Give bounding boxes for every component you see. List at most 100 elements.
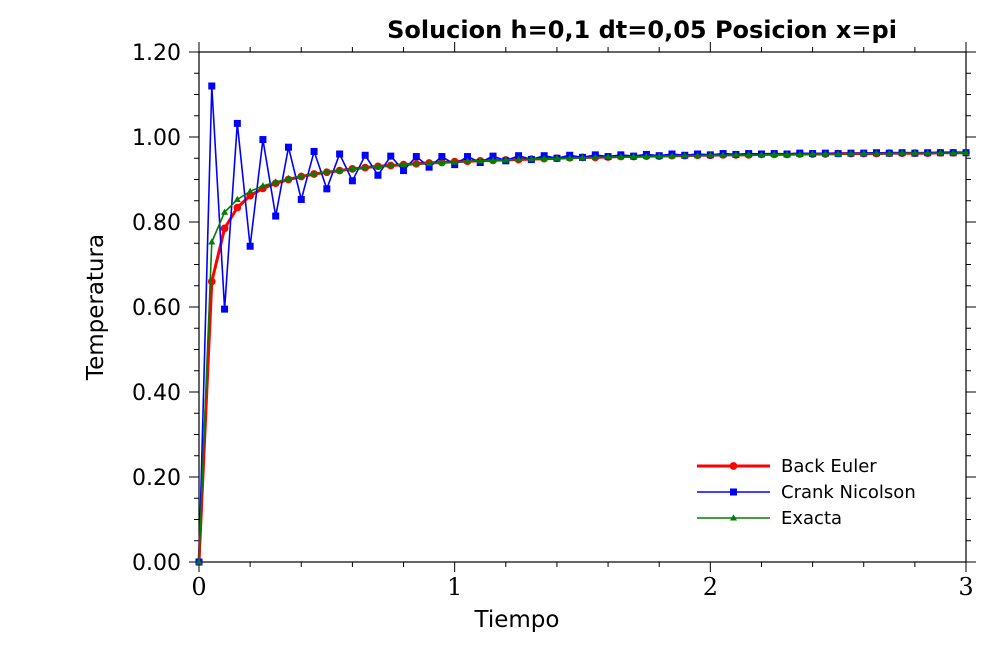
data-point: [387, 161, 395, 168]
data-point: [451, 161, 459, 169]
data-point: [221, 305, 229, 313]
data-point: [272, 212, 280, 220]
x-tick-label: 2: [703, 573, 718, 601]
data-point: [745, 151, 753, 158]
data-point: [387, 152, 395, 160]
data-point: [730, 514, 737, 521]
data-point: [323, 168, 331, 175]
data-point: [348, 177, 356, 185]
data-point: [962, 148, 970, 156]
data-point: [246, 242, 254, 250]
data-point: [642, 152, 650, 160]
data-point: [284, 143, 292, 151]
legend-item: Back Euler: [697, 456, 877, 477]
data-point: [221, 208, 229, 215]
data-point: [796, 150, 804, 157]
data-point: [336, 150, 344, 158]
data-point: [579, 154, 586, 161]
data-point: [451, 158, 459, 165]
x-tick-label: 0: [191, 573, 206, 601]
series-back-euler: [195, 148, 970, 566]
data-point: [729, 462, 738, 470]
data-point: [207, 277, 216, 286]
y-tick-label: 0.00: [132, 551, 181, 576]
data-point: [374, 162, 382, 170]
data-point: [297, 195, 305, 203]
data-point: [949, 149, 957, 156]
y-tick-label: 0.60: [132, 296, 181, 321]
data-point: [681, 151, 689, 159]
data-point: [438, 158, 446, 166]
data-point: [834, 150, 842, 157]
data-point: [885, 149, 893, 157]
data-point: [668, 152, 676, 159]
data-point: [259, 136, 267, 144]
data-point: [348, 165, 356, 172]
data-point: [515, 152, 523, 160]
data-point: [284, 174, 292, 182]
y-tick-label: 0.40: [132, 381, 181, 406]
data-point: [860, 149, 868, 157]
data-point: [911, 149, 919, 156]
data-point: [527, 155, 535, 162]
data-point: [706, 151, 714, 158]
data-point: [233, 119, 241, 127]
data-point: [821, 150, 829, 157]
y-tick-label: 0.20: [132, 466, 181, 491]
x-axis-label: Tiempo: [474, 607, 560, 633]
data-point: [489, 152, 497, 160]
series-exacta: [195, 148, 970, 565]
legend: Back Euler Crank Nicolson Exacta: [697, 456, 916, 529]
data-point: [220, 224, 229, 233]
data-point: [809, 150, 817, 157]
data-point: [425, 163, 433, 171]
data-point: [336, 166, 344, 174]
y-tick-label: 1.00: [132, 126, 181, 151]
data-point: [730, 488, 737, 496]
series-layer: [195, 82, 970, 566]
data-point: [898, 149, 906, 156]
axis-ticks: 0.00 0.20 0.40 0.60 0.80 1.00 1.20 0 1 2 3: [132, 41, 976, 601]
data-point: [438, 153, 446, 161]
data-point: [591, 153, 599, 160]
legend-label: Crank Nicolson: [781, 482, 916, 503]
chart-title: Solucion h=0,1 dt=0,05 Posicion x=pi: [387, 16, 897, 44]
data-point: [361, 151, 369, 159]
data-point: [630, 152, 638, 160]
data-point: [463, 157, 471, 164]
data-point: [515, 155, 523, 163]
data-point: [489, 156, 497, 163]
y-tick-label: 0.80: [132, 211, 181, 236]
data-point: [323, 185, 331, 193]
data-point: [310, 147, 318, 155]
data-point: [208, 238, 216, 245]
data-point: [540, 154, 548, 162]
legend-item: Crank Nicolson: [697, 482, 916, 503]
data-point: [694, 151, 702, 159]
data-point: [425, 159, 433, 166]
data-point: [847, 149, 855, 157]
data-point: [732, 151, 740, 158]
data-point: [873, 149, 881, 157]
data-point: [502, 156, 510, 163]
data-point: [924, 149, 932, 156]
data-point: [604, 153, 612, 160]
data-point: [361, 163, 369, 171]
data-point: [195, 558, 203, 565]
data-point: [719, 151, 727, 158]
data-point: [463, 153, 471, 161]
data-point: [272, 178, 280, 185]
data-point: [297, 172, 305, 179]
data-point: [259, 182, 267, 189]
x-tick-label: 3: [958, 573, 973, 601]
data-point: [233, 195, 241, 202]
data-point: [400, 160, 408, 168]
data-point: [617, 153, 625, 160]
data-point: [310, 170, 318, 177]
legend-item: Exacta: [697, 508, 842, 529]
data-point: [233, 203, 242, 212]
data-point: [374, 171, 382, 179]
data-point: [757, 151, 765, 158]
x-tick-label: 1: [447, 573, 462, 601]
data-point: [770, 150, 778, 157]
